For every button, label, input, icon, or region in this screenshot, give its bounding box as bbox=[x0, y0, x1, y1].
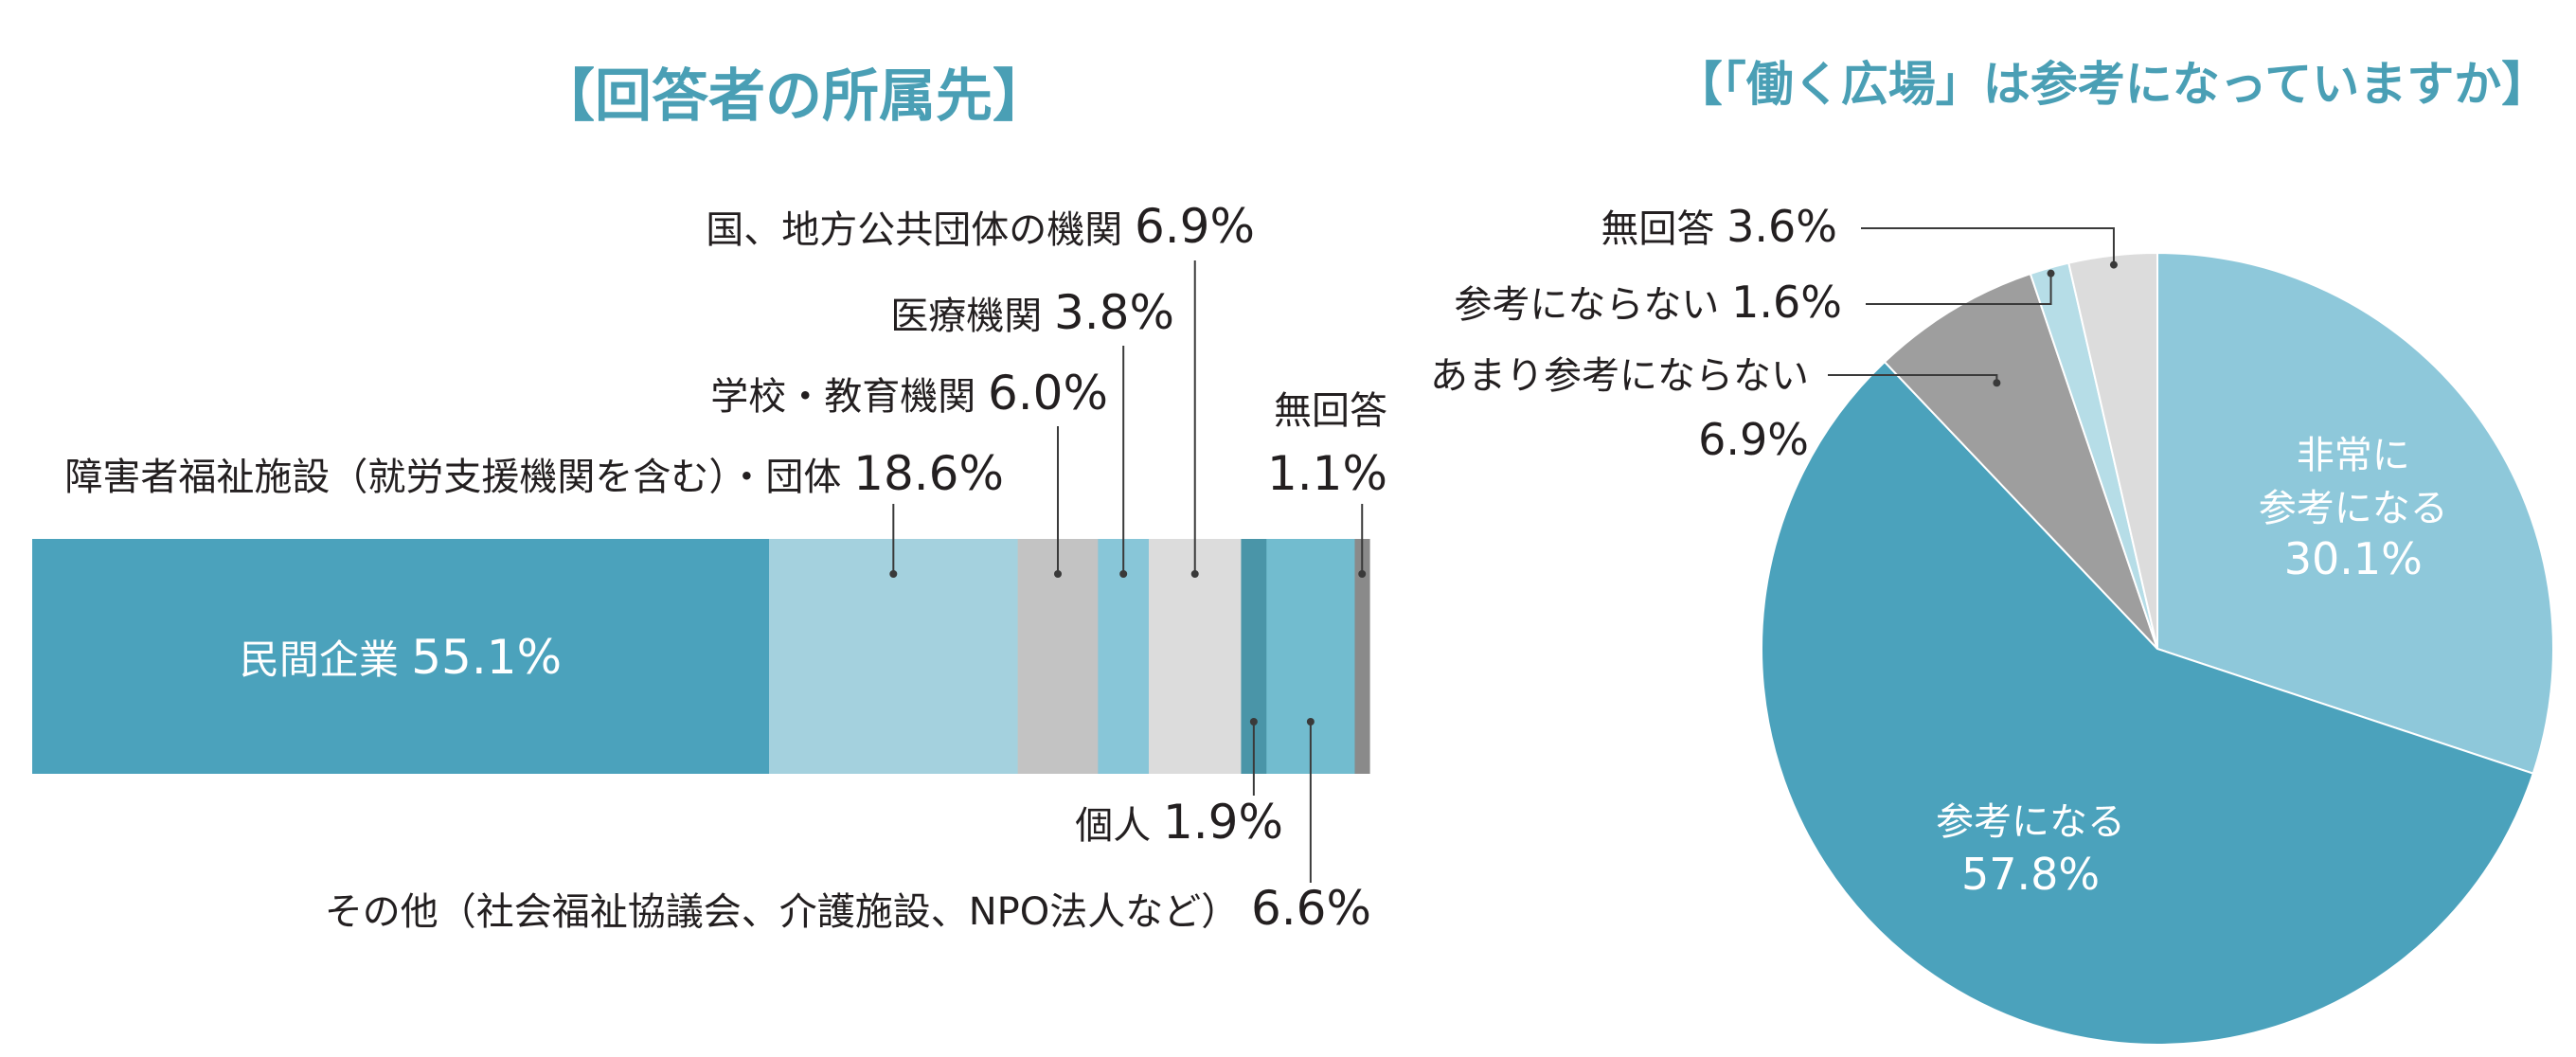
bar-segment-0 bbox=[32, 539, 770, 774]
pie-slice-2-value: 6.9% bbox=[1698, 414, 1809, 465]
affiliation-stacked-bar-chart: 【回答者の所属先】 民間企業 55.1% 障害者福祉施設（就労支援機関を含む）・団… bbox=[32, 63, 1387, 936]
bar-leader-dot-7 bbox=[1358, 570, 1367, 578]
pie-slice-4 bbox=[2067, 251, 2158, 650]
pie-leader-4 bbox=[1861, 227, 2115, 265]
bar-leader-dot-2 bbox=[1054, 570, 1063, 578]
bar-leader-dot-6 bbox=[1306, 718, 1315, 726]
bar-segment-1-label: 障害者福祉施設（就労支援機関を含む）・団体 18.6% bbox=[64, 446, 1004, 501]
pie-slice-1-name-0: 参考になる bbox=[1936, 800, 2125, 844]
bar-segment-2-label: 学校・教育機関 6.0% bbox=[710, 366, 1108, 421]
usefulness-pie-chart: 【「働く広場」は参考になっていますか】 非常に参考になる30.1%参考になる57… bbox=[1430, 57, 2554, 1047]
pie-slice-0-value: 30.1% bbox=[2284, 533, 2423, 584]
bar-segment-3 bbox=[1098, 539, 1150, 774]
pie-slice-2 bbox=[1883, 272, 2158, 650]
bar-segment-1 bbox=[769, 539, 1019, 774]
pie-slice-0 bbox=[2156, 251, 2554, 775]
pie-leader-dot-3 bbox=[2047, 269, 2055, 278]
bar-segment-7-name: 無回答 bbox=[1274, 389, 1387, 433]
pie-slice-0-name-1: 参考になる bbox=[2259, 487, 2448, 530]
bar-segment-5-label: 個人 1.9% bbox=[1075, 795, 1283, 850]
pie-slice-3-label: 参考にならない 1.6% bbox=[1454, 277, 1842, 328]
bar-segment-2 bbox=[1017, 539, 1099, 774]
pie-leader-dot-2 bbox=[1993, 379, 2001, 387]
bar-segment-0-label: 民間企業 55.1% bbox=[240, 630, 562, 685]
pie-slice-4-label: 無回答 3.6% bbox=[1601, 201, 1837, 252]
pie-leader-3 bbox=[1866, 273, 2052, 305]
pie-slice-1-value: 57.8% bbox=[1961, 849, 2100, 900]
pie-slice-0-name-0: 非常に bbox=[2297, 434, 2410, 477]
bar-segment-4-label: 国、地方公共団体の機関 6.9% bbox=[706, 199, 1255, 254]
pie-leader-dot-4 bbox=[2109, 260, 2118, 269]
bar-segment-7 bbox=[1354, 539, 1370, 774]
bar-leader-dot-5 bbox=[1249, 718, 1258, 726]
pie-slice-1 bbox=[1760, 360, 2534, 1047]
bar-segment-7-value: 1.1% bbox=[1267, 446, 1387, 501]
bar-leader-dot-4 bbox=[1190, 570, 1199, 578]
bar-leader-dot-3 bbox=[1119, 570, 1128, 578]
pie-slice-2-name: あまり参考にならない bbox=[1430, 354, 1809, 398]
bar-segment-3-label: 医療機関 3.8% bbox=[890, 285, 1174, 340]
bar-chart-title: 【回答者の所属先】 bbox=[538, 63, 1049, 130]
bar-leader-dot-1 bbox=[889, 570, 898, 578]
bar-segment-6-label: その他（社会福祉協議会、介護施設、NPO法人など） 6.6% bbox=[325, 881, 1371, 936]
bar-segment-4 bbox=[1149, 539, 1243, 774]
pie-chart-title: 【「働く広場」は参考になっていますか】 bbox=[1675, 57, 2549, 112]
